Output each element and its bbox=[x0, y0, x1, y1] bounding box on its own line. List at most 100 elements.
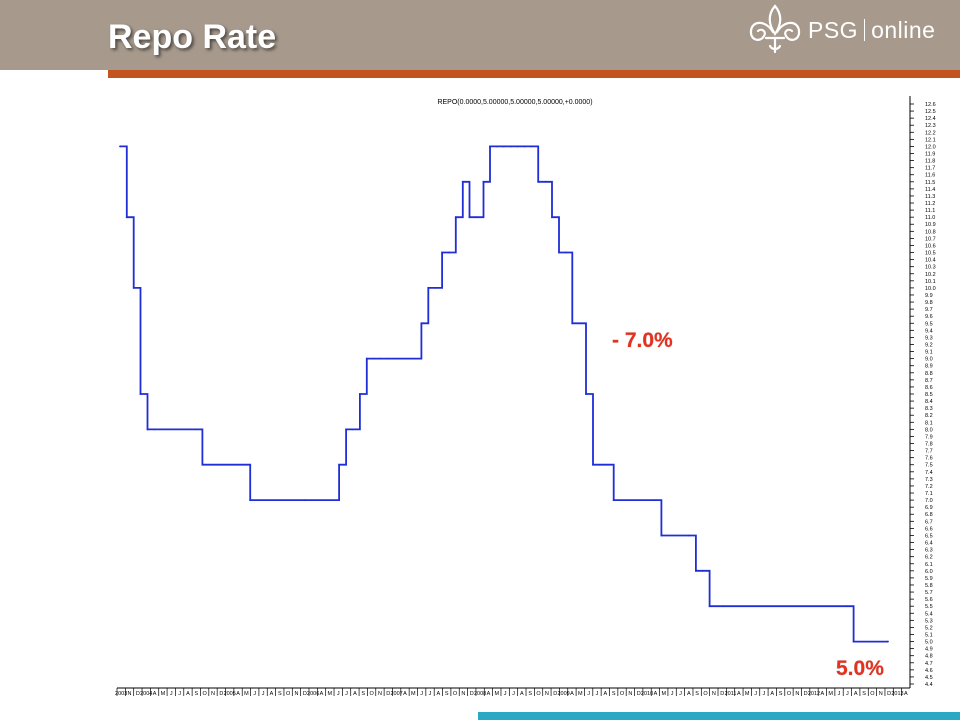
y-tick-label: 5.2 bbox=[925, 625, 933, 631]
y-tick-label: 9.9 bbox=[925, 293, 933, 299]
data-point bbox=[379, 357, 382, 360]
data-point bbox=[358, 393, 361, 395]
x-tick-label: J bbox=[679, 691, 682, 697]
data-point bbox=[598, 463, 601, 466]
y-tick-label: 10.5 bbox=[925, 251, 936, 257]
x-tick-label: S bbox=[612, 691, 616, 697]
x-tick-label: A bbox=[770, 691, 774, 697]
data-point bbox=[482, 180, 485, 183]
x-tick-label: N bbox=[795, 691, 799, 697]
x-tick-label: 2006 bbox=[307, 691, 319, 697]
x-tick-label: M bbox=[161, 691, 166, 697]
x-tick-label: A bbox=[236, 691, 240, 697]
x-tick-label: J bbox=[170, 691, 173, 697]
x-tick-label: D bbox=[804, 691, 808, 697]
data-point bbox=[338, 463, 341, 466]
x-tick-label: S bbox=[528, 691, 532, 697]
x-tick-label: J bbox=[420, 691, 423, 697]
data-point bbox=[351, 428, 354, 431]
x-tick-label: O bbox=[787, 691, 792, 697]
x-tick-label: A bbox=[904, 691, 908, 697]
x-tick-label: D bbox=[637, 691, 641, 697]
y-tick-label: 11.9 bbox=[925, 152, 935, 158]
x-tick-label: J bbox=[587, 691, 590, 697]
x-tick-label: A bbox=[570, 691, 574, 697]
y-tick-label: 10.2 bbox=[925, 272, 936, 278]
data-point bbox=[537, 180, 540, 183]
y-tick-label: 11.0 bbox=[925, 215, 935, 221]
x-tick-label: D bbox=[887, 691, 891, 697]
x-tick-label: 2012 bbox=[808, 691, 820, 697]
x-tick-label: D bbox=[386, 691, 390, 697]
y-tick-label: 10.8 bbox=[925, 229, 936, 235]
x-tick-label: S bbox=[445, 691, 449, 697]
x-tick-label: J bbox=[846, 691, 849, 697]
data-point bbox=[852, 640, 855, 643]
y-tick-label: 11.8 bbox=[925, 159, 935, 165]
x-tick-label: J bbox=[671, 691, 674, 697]
y-tick-label: 6.6 bbox=[925, 526, 933, 532]
y-tick-label: 12.0 bbox=[925, 144, 936, 150]
y-tick-label: 10.7 bbox=[925, 236, 936, 242]
y-tick-label: 7.0 bbox=[925, 498, 933, 504]
footer-accent-bar bbox=[478, 712, 960, 720]
data-point bbox=[489, 145, 491, 148]
x-tick-label: J bbox=[253, 691, 256, 697]
x-tick-label: A bbox=[403, 691, 407, 697]
y-tick-label: 11.4 bbox=[925, 187, 935, 193]
y-tick-label: 11.7 bbox=[925, 166, 935, 172]
data-point bbox=[887, 640, 889, 643]
x-tick-label: 2005 bbox=[224, 691, 236, 697]
data-point bbox=[530, 145, 533, 148]
y-tick-label: 5.3 bbox=[925, 618, 933, 624]
x-tick-label: D bbox=[136, 691, 140, 697]
y-tick-label: 5.6 bbox=[925, 597, 933, 603]
x-tick-label: A bbox=[520, 691, 524, 697]
y-tick-label: 5.7 bbox=[925, 590, 933, 596]
x-tick-label: S bbox=[278, 691, 282, 697]
y-tick-label: 6.1 bbox=[925, 562, 933, 568]
x-tick-label: M bbox=[661, 691, 666, 697]
x-tick-label: 2010 bbox=[641, 691, 653, 697]
y-tick-label: 10.1 bbox=[925, 279, 936, 285]
y-tick-label: 6.4 bbox=[925, 541, 933, 547]
x-tick-label: J bbox=[512, 691, 515, 697]
y-tick-label: 8.7 bbox=[925, 378, 933, 384]
x-tick-label: N bbox=[879, 691, 883, 697]
x-tick-label: A bbox=[821, 691, 825, 697]
data-point bbox=[153, 428, 156, 431]
y-tick-label: 5.9 bbox=[925, 576, 933, 582]
page-title: Repo Rate bbox=[108, 18, 277, 56]
x-tick-label: 2004 bbox=[140, 691, 152, 697]
data-point bbox=[119, 145, 121, 148]
x-tick-label: N bbox=[712, 691, 716, 697]
x-tick-label: 2011 bbox=[725, 691, 737, 697]
y-tick-label: 8.3 bbox=[925, 406, 933, 412]
y-tick-label: 12.5 bbox=[925, 109, 936, 115]
y-tick-label: 7.3 bbox=[925, 477, 933, 483]
x-tick-label: S bbox=[779, 691, 783, 697]
data-point bbox=[558, 251, 560, 254]
data-point bbox=[468, 216, 471, 219]
x-tick-label: 2003 bbox=[115, 691, 127, 697]
y-tick-label: 9.0 bbox=[925, 357, 933, 363]
data-point bbox=[496, 145, 498, 148]
data-point bbox=[132, 287, 135, 289]
x-tick-label: A bbox=[320, 691, 324, 697]
data-point bbox=[688, 534, 690, 537]
y-tick-label: 8.4 bbox=[925, 399, 933, 405]
x-tick-label: M bbox=[244, 691, 249, 697]
y-tick-label: 4.5 bbox=[925, 675, 933, 681]
data-point bbox=[585, 393, 587, 395]
header-band: Repo Rate PSG online bbox=[0, 0, 960, 70]
x-tick-label: 2013 bbox=[891, 691, 903, 697]
chart-axes: 4.44.54.64.74.84.95.05.15.25.35.45.55.65… bbox=[115, 96, 936, 697]
y-tick-label: 5.8 bbox=[925, 583, 933, 589]
y-tick-label: 11.3 bbox=[925, 194, 935, 200]
data-point bbox=[386, 357, 389, 360]
x-tick-label: O bbox=[536, 691, 541, 697]
x-tick-label: A bbox=[603, 691, 607, 697]
data-point bbox=[571, 322, 574, 325]
x-tick-label: O bbox=[369, 691, 374, 697]
data-point bbox=[605, 463, 608, 466]
